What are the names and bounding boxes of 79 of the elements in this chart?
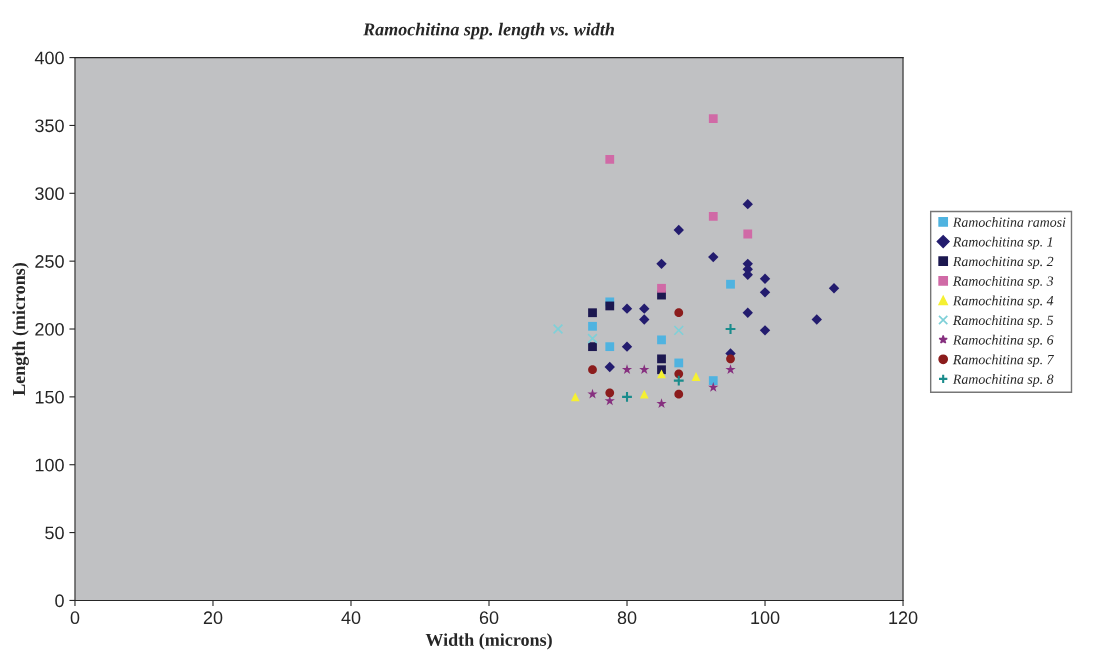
point [828,283,840,294]
point [743,229,753,239]
point [604,361,615,373]
y-tick-label: 50 [45,526,64,540]
point [742,307,753,318]
legend-label: Ramochitina sp. 7 [952,354,1055,368]
point [656,398,667,409]
point [588,365,597,375]
x-tick-label: 60 [479,611,499,625]
x-tick-label: 20 [203,611,223,625]
point [621,303,633,314]
point [588,308,597,318]
x-tick-label: 100 [751,611,780,625]
point [708,211,718,221]
point [621,364,633,375]
point [605,342,615,352]
legend-label: Ramochitina sp. 1 [952,236,1053,250]
point [691,372,701,381]
point [726,279,735,289]
point [639,303,650,314]
y-axis-title: Length (microns) [12,263,29,396]
legend-label: Ramochitina sp. 3 [952,275,1054,289]
point [657,283,666,293]
point [759,273,771,284]
y-tick-label: 100 [35,458,64,472]
point [587,388,598,399]
x-tick-label: 40 [341,611,361,625]
legend-label: Ramochitina sp. 6 [952,334,1054,348]
point [639,389,649,399]
point [605,154,615,164]
point [674,308,684,318]
point [759,325,771,336]
point [570,392,580,402]
point [605,301,615,311]
point [672,374,685,387]
point [759,287,771,298]
point [621,341,633,352]
point [639,364,650,375]
y-tick-label: 300 [35,187,64,201]
x-tick-label: 80 [617,611,637,625]
point [605,388,615,398]
legend-label: Ramochitina ramosi [952,217,1066,227]
point [674,389,684,399]
point [708,251,719,263]
point [587,333,598,344]
point [811,314,822,325]
point [726,354,735,364]
point [639,314,650,325]
chart-title: Ramochitina spp. length vs. width [363,22,615,40]
legend-label: Ramochitina sp. 5 [952,315,1054,328]
point [708,376,718,385]
y-tick-label: 400 [34,51,64,65]
point [657,354,666,364]
x-tick-label: 120 [889,611,918,625]
y-tick-label: 150 [35,390,64,404]
point [673,325,684,336]
y-tick-label: 250 [35,255,64,268]
point [673,224,684,236]
x-tick-label: 0 [70,611,80,625]
point [588,342,597,352]
legend-label: Ramochitina sp. 8 [952,374,1054,387]
point [708,114,718,124]
y-tick-label: 350 [35,119,64,133]
y-tick-label: 200 [35,322,64,336]
point [742,198,753,210]
point [656,258,667,270]
point [657,335,666,345]
x-axis-title: Width (microns) [425,633,552,650]
point [588,321,597,331]
point [552,323,564,335]
y-tick-label: 0 [55,594,64,608]
point [724,323,737,335]
point [657,369,666,379]
point [725,364,736,375]
legend-label: Ramochitina sp. 2 [952,256,1054,269]
point [674,369,684,379]
legend-label: Ramochitina sp. 4 [952,295,1054,309]
point [708,381,719,392]
point [674,358,684,368]
